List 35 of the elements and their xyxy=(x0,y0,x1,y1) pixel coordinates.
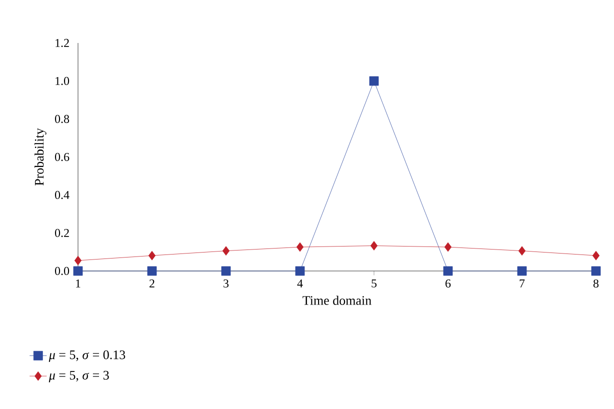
x-tick-label: 7 xyxy=(520,279,525,288)
y-tick-label: 1.0 xyxy=(56,76,70,86)
point xyxy=(444,242,452,252)
point xyxy=(517,266,527,276)
point xyxy=(296,242,304,252)
point xyxy=(221,266,231,276)
x-axis-title: Time domain xyxy=(302,296,372,305)
point xyxy=(222,246,230,256)
y-tick-label: 0.8 xyxy=(54,114,70,124)
legend-label: μ = 5, σ = 3 xyxy=(48,370,109,382)
point xyxy=(148,250,156,260)
x-tick-label: 1 xyxy=(76,279,80,288)
point xyxy=(443,266,453,276)
legend-label: μ = 5, σ = 0.13 xyxy=(48,350,126,362)
point xyxy=(518,246,526,256)
y-axis-title: Probability xyxy=(34,128,46,186)
x-tick-label: 3 xyxy=(224,279,229,288)
x-tick-label: 2 xyxy=(150,279,154,288)
point xyxy=(591,266,601,276)
x-tick-label: 5 xyxy=(372,279,377,288)
x-tick-label: 4 xyxy=(297,279,303,288)
y-tick-label: 1.2 xyxy=(56,38,69,48)
y-tick-label: 0.6 xyxy=(54,152,70,162)
point xyxy=(73,266,83,276)
point xyxy=(592,250,600,260)
y-tick-label: 0.0 xyxy=(54,266,70,276)
point xyxy=(147,266,157,276)
point xyxy=(74,256,82,266)
point xyxy=(369,76,379,86)
y-tick-label: 0.2 xyxy=(54,228,69,238)
point xyxy=(370,241,378,250)
point xyxy=(295,266,305,276)
x-tick-label: 8 xyxy=(593,279,599,288)
y-tick-label: 0.4 xyxy=(54,190,70,200)
x-tick-label: 6 xyxy=(446,279,451,288)
